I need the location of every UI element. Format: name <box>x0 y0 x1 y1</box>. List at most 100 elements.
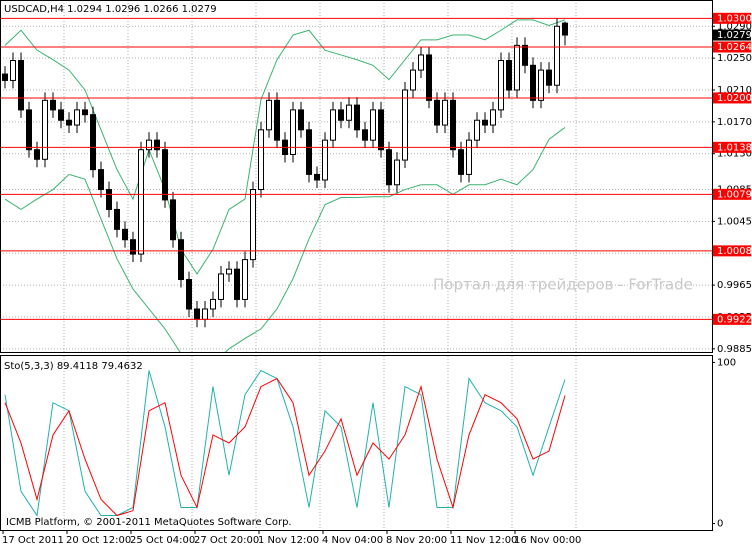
candle-body <box>170 199 176 241</box>
candle-body <box>530 64 536 101</box>
series-line <box>4 127 566 352</box>
candle-body <box>258 129 264 191</box>
candle-body <box>562 22 568 36</box>
candle-body <box>74 109 80 126</box>
stochastic-plot <box>4 356 577 530</box>
level-label: 1.0079 <box>717 189 752 200</box>
level-label: 0.9922 <box>717 314 752 325</box>
level-box <box>713 245 751 257</box>
y-tick-label: 0.9885 <box>717 344 752 355</box>
y-tick-label: 1.0170 <box>717 117 752 128</box>
stochastic-frame <box>0 355 713 531</box>
price-frame <box>0 0 713 353</box>
candle-body <box>242 259 248 300</box>
candle-body <box>370 109 376 141</box>
y-tick-label: 100 <box>717 357 736 368</box>
x-tick-label: 17 Oct 2011 <box>2 535 64 546</box>
series-line <box>4 377 566 517</box>
candle-body <box>50 99 56 111</box>
candle-body <box>426 54 432 101</box>
candle-body <box>26 109 32 151</box>
candle-body <box>346 104 352 121</box>
y-tick-label: 0.9965 <box>717 280 752 291</box>
candle-body <box>434 99 440 126</box>
level-box <box>713 141 751 153</box>
y-tick-label: 1.0290 <box>717 21 752 32</box>
level-label: 1.0264 <box>717 42 752 53</box>
level-label: 1.0300 <box>717 13 752 24</box>
candle-body <box>162 149 168 201</box>
candle-body <box>178 239 184 281</box>
candle-body <box>194 308 200 320</box>
candle-body <box>274 99 280 141</box>
candle-body <box>538 69 544 101</box>
candle-body <box>130 239 136 255</box>
candle-body <box>290 109 296 155</box>
x-tick-label: 11 Nov 12:00 <box>450 535 517 546</box>
candle-body <box>2 73 8 81</box>
candle-body <box>138 149 144 255</box>
candle-body <box>450 99 456 151</box>
candle-body <box>506 60 512 91</box>
candle-body <box>490 109 496 126</box>
series-line <box>4 369 566 517</box>
x-tick-label: 27 Oct 20:00 <box>194 535 259 546</box>
y-tick-label: 1.0045 <box>717 216 752 227</box>
last-price-box <box>713 29 751 41</box>
candle-body <box>250 189 256 261</box>
y-tick-label: 0 <box>717 519 723 530</box>
level-label: 1.0138 <box>717 142 752 153</box>
y-tick-label: 1.0210 <box>717 85 752 96</box>
candle-body <box>410 69 416 91</box>
candle-body <box>314 173 320 181</box>
x-tick-label: 1 Nov 12:00 <box>258 535 319 546</box>
candle-body <box>266 99 272 131</box>
candle-body <box>18 60 24 111</box>
candle-body <box>306 129 312 175</box>
level-label: 1.0200 <box>717 93 752 104</box>
candle-body <box>154 139 160 151</box>
candle-body <box>442 99 448 126</box>
candle-body <box>474 119 480 141</box>
candle-body <box>362 129 368 141</box>
candle-body <box>466 139 472 175</box>
candle-body <box>58 109 64 121</box>
candle-body <box>90 114 96 171</box>
candle-body <box>106 189 112 210</box>
candle-body <box>98 169 104 191</box>
level-box <box>713 313 751 325</box>
level-box <box>713 92 751 104</box>
candle-body <box>66 119 72 126</box>
candle-body <box>122 228 128 241</box>
indicator-title: Sto(5,3,3) 89.4118 79.4632 <box>4 361 143 372</box>
x-tick-label: 20 Oct 12:00 <box>66 535 131 546</box>
candle-body <box>330 109 336 141</box>
last-price-label: 1.0279 <box>717 30 752 41</box>
y-tick-label: 1.0130 <box>717 149 752 160</box>
candle-body <box>498 60 504 111</box>
watermark: Портал для трейдеров - ForTrade <box>433 276 693 294</box>
level-box <box>713 188 751 200</box>
caption: ICMB Platform, © 2001-2011 MetaQuotes So… <box>6 517 292 528</box>
candle-body <box>114 208 120 230</box>
candle-body <box>42 99 48 160</box>
candle-body <box>82 109 88 116</box>
candle-body <box>322 139 328 181</box>
candle-body <box>458 149 464 175</box>
chart-title: USDCAD,H4 1.0294 1.0296 1.0266 1.0279 <box>4 4 217 15</box>
candle-body <box>378 109 384 151</box>
candle-body <box>522 44 528 66</box>
candle-body <box>482 119 488 126</box>
x-tick-label: 4 Nov 04:00 <box>322 535 383 546</box>
level-box <box>713 41 751 53</box>
candle-body <box>202 308 208 320</box>
candle-body <box>394 159 400 186</box>
price-plot <box>0 0 712 352</box>
candle-body <box>354 104 360 131</box>
x-tick-label: 8 Nov 20:00 <box>386 535 447 546</box>
level-box <box>713 12 751 24</box>
candle-body <box>554 25 560 86</box>
